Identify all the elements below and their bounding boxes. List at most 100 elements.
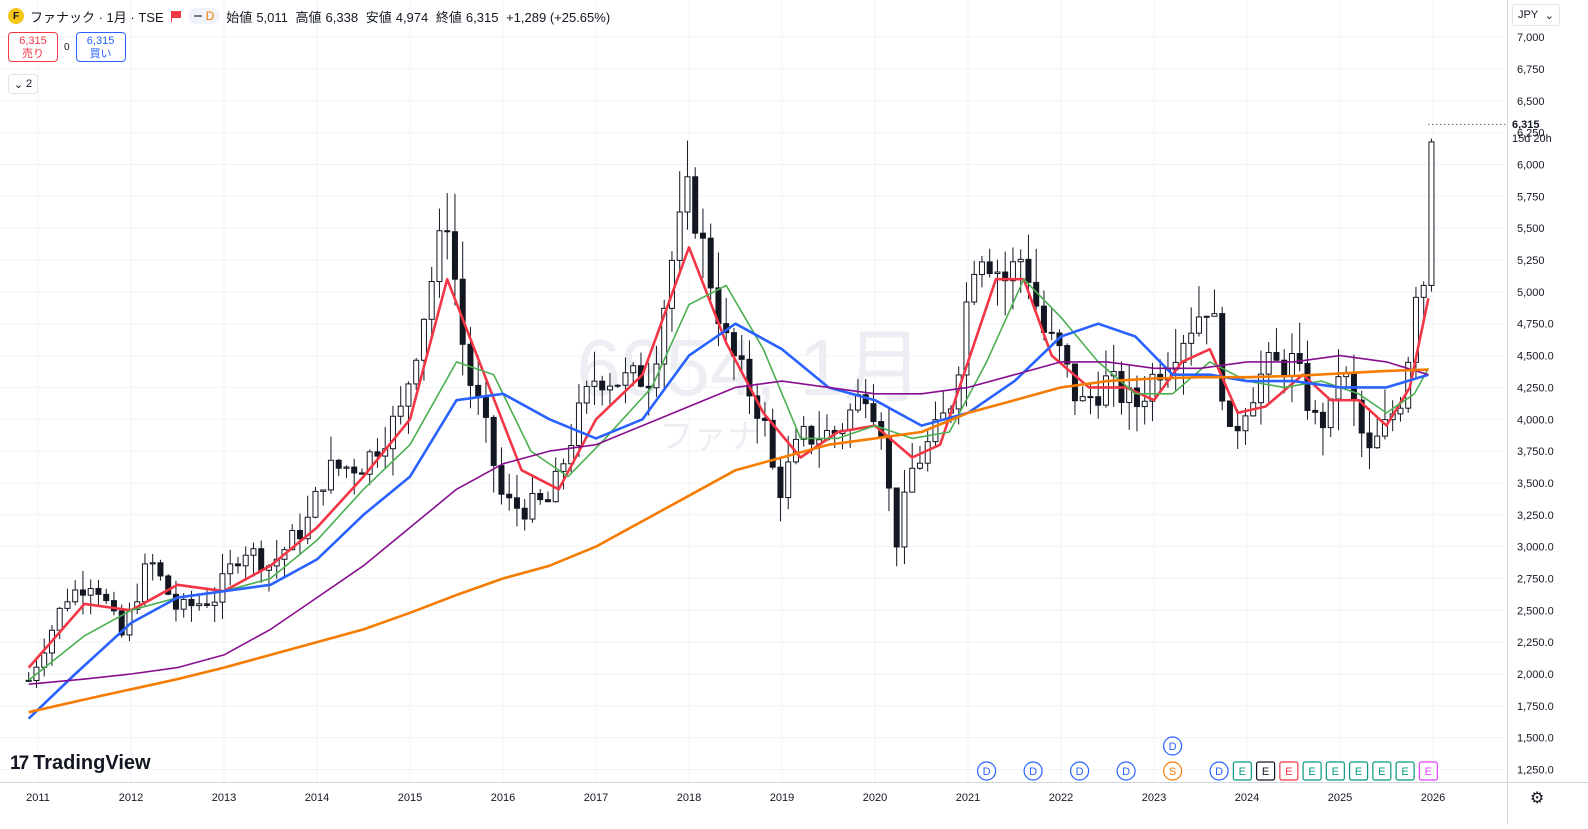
candle-up [971,273,978,303]
event-earnings[interactable]: E [1395,761,1415,781]
price-tick-label: 6,500 [1517,96,1545,108]
settings-gear-icon[interactable]: ⚙ [1530,790,1545,807]
candle-down [1025,258,1032,283]
event-dividend[interactable]: D [976,761,997,781]
candle-up [1428,141,1435,286]
candle-up [397,405,404,417]
candle-down [103,593,110,602]
candle-down [234,563,241,567]
candle-down [296,529,303,540]
flag-icon[interactable] [170,10,182,22]
time-tick-label: 2023 [1142,792,1166,804]
candle-down [79,589,86,596]
symbol-title[interactable]: ファナック · 1月 · TSE [30,9,164,25]
indicator-pill[interactable]: D [187,8,221,24]
buy-button[interactable]: 6,315 買い [75,32,126,62]
event-earnings-past[interactable]: E [1255,761,1276,781]
event-earnings[interactable]: E [1302,761,1322,781]
candle-up [1079,396,1086,402]
candle-down [451,231,458,280]
candle-up [560,463,567,472]
candle-up [994,271,1001,275]
candle-down [870,403,877,423]
time-tick-label: 2022 [1049,792,1073,804]
event-label: S [1169,766,1176,778]
candle-up [1242,415,1249,432]
price-tick-label: 3,250.0 [1517,510,1554,522]
candle-up [630,365,637,374]
candle-down [645,385,652,389]
time-tick-label: 2019 [770,792,794,804]
event-earnings-future[interactable]: E [1418,761,1438,781]
candle-up [916,462,923,469]
candle-down [699,232,706,239]
event-dividend[interactable]: D [1023,761,1043,781]
candle-up [684,176,691,213]
chevron-down-icon: ⌄ [13,78,24,91]
candle-down [1095,396,1102,406]
candle-up [901,491,908,548]
ma-line-purple [28,354,1429,685]
candle-up [327,459,334,491]
price-tick-label: 4,250.0 [1517,382,1554,394]
candle-down [1234,425,1241,432]
tradingview-logo[interactable]: 17 TradingView [10,752,151,775]
buy-price: 6,315 [86,35,115,47]
event-dividend[interactable]: D [1209,761,1229,781]
event-dividend[interactable]: D [1116,761,1136,781]
candle-down [467,343,474,386]
event-dividend[interactable]: D [1069,761,1090,781]
candle-up [1288,353,1295,378]
candle-up [289,529,296,551]
time-tick-label: 2025 [1328,792,1352,804]
candle-down [1219,313,1226,402]
event-label: D [1029,766,1037,778]
candle-up [312,490,319,518]
candle-up [1009,261,1016,282]
sell-button[interactable]: 6,315 売り [8,32,58,62]
watermark-name: ファナ [659,418,761,456]
price-tick-label: 6,250 [1517,128,1545,140]
last-price-label: 6,315 15d 20h [1512,118,1552,146]
candle-up [1397,407,1404,415]
candle-up [575,402,582,447]
time-tick-label: 2011 [26,792,50,804]
candle-up [366,451,373,475]
event-dividend[interactable]: D [1162,736,1183,756]
tradingview-mark-icon: 17 [10,752,29,774]
event-label: D [1215,766,1223,778]
high-label: 高値 [295,9,322,25]
candle-up [622,372,629,386]
open-label: 始値 [226,9,253,25]
time-tick-label: 2016 [491,792,515,804]
candle-up [180,598,187,610]
candle-down [1304,362,1311,411]
event-earnings[interactable]: E [1348,761,1369,781]
event-label: D [983,766,991,778]
event-badge-circle [1162,761,1183,781]
candle-up [529,492,536,520]
event-earnings[interactable]: E [1325,761,1345,781]
candle-down [1296,353,1303,364]
event-earnings[interactable]: E [1372,761,1392,781]
candle-up [591,380,598,387]
event-earnings[interactable]: E [1232,761,1252,781]
candle-up [847,409,854,431]
candle-up [87,588,94,596]
event-badge-square [1325,761,1345,781]
candle-up [428,281,435,320]
event-split[interactable]: S [1162,761,1183,781]
currency-selector[interactable]: JPY ⌄ [1512,4,1560,26]
event-markers: D D D D D S D E E E E E E E E E [976,736,1438,781]
event-badge-square [1255,761,1276,781]
candle-up [661,307,668,365]
candle-up [978,261,985,275]
collapse-indicators-button[interactable]: ⌄ 2 [8,74,38,94]
time-tick-label: 2018 [677,792,701,804]
low-label: 安値 [365,9,392,25]
candle-up [149,562,156,565]
event-badge-square [1232,761,1252,781]
event-earnings-red[interactable]: E [1279,761,1299,781]
